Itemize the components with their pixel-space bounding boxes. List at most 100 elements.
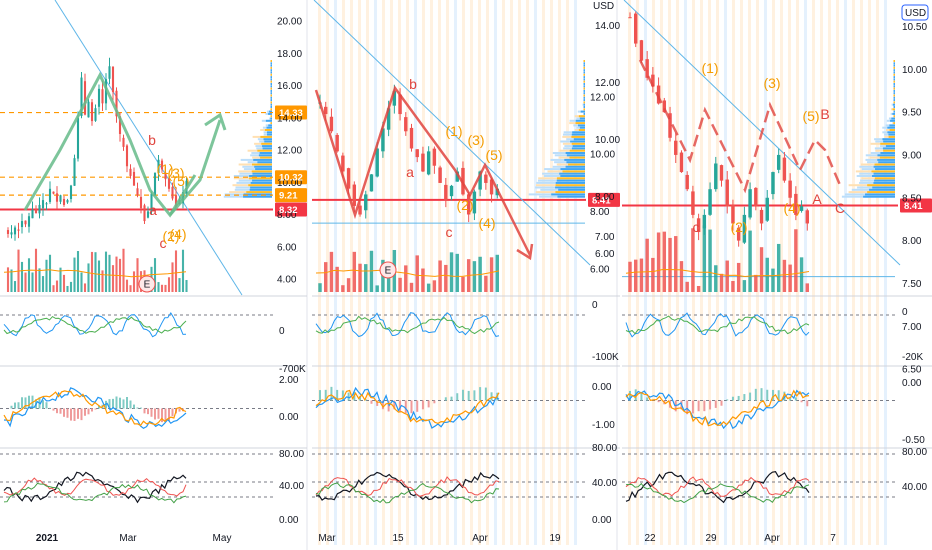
macd-histogram-bar: [484, 387, 487, 401]
volume-bar: [639, 258, 644, 292]
volume-bar: [38, 268, 41, 292]
volume-bar: [129, 285, 132, 292]
currency-toggle-label: USD: [905, 8, 926, 19]
candle-body: [392, 91, 397, 106]
candle-body: [132, 171, 136, 186]
y-tick-label: 6.00: [277, 242, 297, 253]
oscillator-line: [315, 482, 500, 504]
osc2-tick-label: 0.00: [592, 382, 612, 393]
macd-histogram-bar: [359, 396, 362, 401]
candle-body: [97, 88, 101, 107]
volume-ma-line: [625, 268, 810, 278]
y-tick-label: 10.00: [590, 150, 615, 161]
volume-bar: [48, 254, 52, 292]
volume-bar: [776, 243, 781, 292]
macd-histogram-bar: [52, 408, 55, 411]
macd-histogram-bar: [126, 397, 128, 409]
volume-profile-bar: [270, 101, 272, 104]
wave-label: (2): [162, 228, 179, 244]
osc1-tick-label: -20K: [902, 352, 923, 363]
candle-body: [754, 187, 758, 207]
volume-profile-bar: [551, 193, 585, 196]
earnings-event-badge: [379, 261, 397, 279]
wave-label: (4): [478, 215, 495, 231]
wave-drawing-path: [638, 59, 842, 194]
volume-profile-bar: [270, 76, 272, 79]
volume-bar: [489, 257, 494, 292]
volume-bar: [404, 265, 408, 292]
volume-profile-bar: [267, 133, 272, 136]
session-stripe: [876, 0, 879, 545]
y-tick-label: 7.00: [902, 322, 922, 333]
volume-bar: [765, 257, 769, 292]
macd-histogram-bar: [697, 400, 700, 412]
macd-histogram-bar: [427, 400, 430, 408]
oscillator-line: [3, 311, 187, 338]
macd-histogram-bar: [737, 395, 740, 401]
volume-profile-bar: [892, 112, 895, 115]
volume-profile-bar: [893, 71, 895, 74]
session-stripe: [406, 0, 409, 545]
volume-profile-bar: [258, 154, 272, 157]
volume-profile-bar: [560, 175, 585, 177]
candle-body: [17, 229, 20, 231]
volume-bar: [160, 284, 164, 292]
volume-profile-bar: [260, 156, 272, 159]
macd-histogram-bar: [17, 402, 20, 409]
volume-profile-bar: [568, 163, 585, 166]
macd-histogram-bar: [49, 407, 51, 409]
session-stripe: [676, 0, 679, 545]
candle-body: [404, 117, 408, 132]
macd-histogram-bar: [806, 400, 809, 407]
volume-profile-bar: [893, 80, 895, 83]
volume-profile-bar: [555, 181, 585, 184]
volume-profile-bar: [571, 142, 585, 145]
macd-histogram-bar: [133, 404, 135, 409]
oscillator-line: [315, 386, 500, 429]
price-tag-label: 14.33: [279, 108, 303, 119]
volume-bar: [634, 259, 638, 292]
macd-histogram-bar: [56, 408, 58, 414]
wave-label: c: [446, 224, 453, 240]
volume-bar: [398, 277, 402, 292]
volume-profile-bar: [572, 145, 585, 148]
volume-profile-bar: [891, 117, 895, 120]
macd-histogram-bar: [450, 396, 453, 401]
candle-body: [628, 17, 632, 19]
price-tag: [900, 198, 932, 213]
volume-profile-bar: [262, 147, 272, 150]
volume-profile-bar: [893, 101, 895, 104]
y-tick-label: 10.50: [902, 22, 927, 33]
volume-bar: [157, 282, 160, 292]
volume-bar: [20, 261, 24, 292]
volume-bar: [799, 257, 804, 292]
volume-bar: [13, 281, 17, 292]
candle-body: [34, 209, 38, 213]
volume-bar: [375, 285, 379, 292]
macd-histogram-bar: [63, 408, 65, 417]
session-stripe: [430, 0, 433, 545]
macd-histogram-bar: [80, 408, 83, 421]
oscillator-line: [315, 389, 500, 425]
volume-bar: [759, 247, 764, 292]
volume-profile-bar: [252, 172, 272, 175]
osc3-tick-label: 0.00: [592, 515, 612, 526]
volume-profile-bar: [893, 62, 895, 65]
volume-bar: [696, 285, 701, 292]
y-tick-label: 16.00: [277, 81, 302, 92]
macd-histogram-bar: [771, 389, 774, 401]
candle-body: [645, 59, 649, 78]
x-tick-label: Apr: [472, 533, 488, 544]
volume-profile-bar: [566, 161, 585, 164]
session-stripe: [574, 0, 577, 545]
macd-histogram-bar: [404, 400, 407, 414]
y-tick-label: 9.00: [902, 150, 922, 161]
candle-body: [27, 216, 31, 227]
candle-body: [696, 218, 701, 233]
macd-histogram-bar: [108, 399, 111, 409]
volume-profile-bar: [555, 191, 585, 194]
volume-bar: [31, 272, 34, 292]
candle-body: [719, 165, 724, 181]
volume-profile-bar: [583, 71, 585, 74]
